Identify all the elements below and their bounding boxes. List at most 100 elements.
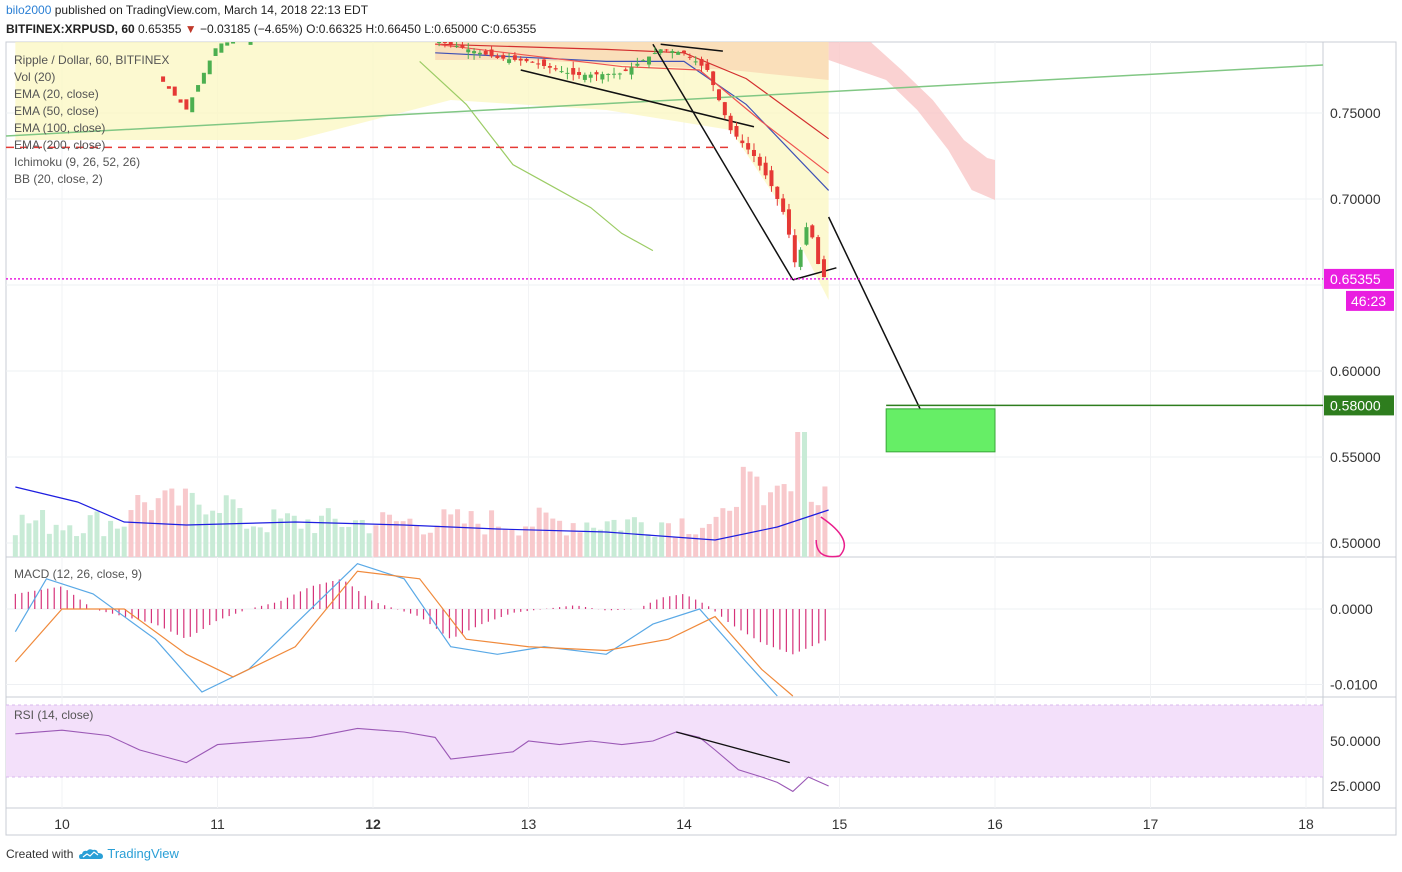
volume-bar [284,513,290,557]
volume-bar [815,505,821,557]
candle-body [231,42,236,44]
last-price: 0.65355 [138,22,182,36]
time-tick-label: 15 [832,816,848,832]
rsi-tick-label: 25.0000 [1330,778,1381,794]
candle-body [201,72,206,84]
chikou-span-line [419,60,654,252]
candle-body [577,72,582,76]
candle-body [664,49,669,51]
candle-body [213,48,218,56]
main-legend: Ripple / Dollar, 60, BITFINEX Vol (20) E… [14,52,169,188]
candle-body [553,68,558,70]
candle-body [501,55,506,59]
volume-bar [176,505,182,557]
rsi-legend[interactable]: RSI (14, close) [14,708,94,722]
black-channel-line [520,69,755,128]
volume-bar [237,508,243,557]
volume-bar [550,518,556,557]
price-levels [6,146,1323,453]
macd-tick-label: 0.0000 [1330,601,1373,617]
volume-bar [278,518,284,557]
volume-bar [434,525,440,557]
volume-bar [80,533,86,557]
volume-bar [699,527,705,557]
price-tick-label: 0.50000 [1330,535,1381,551]
candle-body [495,55,500,58]
time-tick-label: 13 [521,816,537,832]
volume-bar [325,508,331,557]
high-value: H:0.66450 [365,22,421,36]
green-trendline [5,64,1324,137]
price-tick-label: 0.70000 [1330,191,1381,207]
candle-body [524,58,529,62]
legend-item[interactable]: Vol (20) [14,70,56,84]
main-legend-title[interactable]: Ripple / Dollar, 60, BITFINEX [14,53,170,67]
macd-signal-line [14,570,794,697]
candle-body [676,51,681,55]
volume-bar [33,520,39,557]
symbol-label: BITFINEX:XRPUSD, 60 [6,22,135,36]
current-price-badge [1324,268,1394,289]
volume-bar [523,526,529,557]
candle-body [810,225,815,238]
candle-body [530,61,535,63]
macd-tick-label: -0.0100 [1330,677,1378,693]
legend-item[interactable]: EMA (50, close) [14,104,99,118]
low-value: L:0.65000 [424,22,478,36]
candle-body [740,140,745,144]
volume-bar [516,535,522,557]
candle-body [442,42,447,43]
candle-body [816,237,821,264]
volume-bar [203,514,209,557]
volume-bar [230,499,236,557]
volume-bar [87,515,93,557]
candle-body [641,60,646,62]
time-tick-label: 11 [210,816,225,832]
volume-bar [489,510,495,557]
volume-bar [448,514,454,557]
legend-item[interactable]: EMA (20, close) [14,87,99,101]
ema-20-line [435,43,829,174]
volume-bar [625,519,631,557]
volume-bar [353,520,359,557]
volume-bar [733,506,739,557]
volume-bar [802,432,808,557]
candle-body [518,58,523,61]
volume-bar [421,534,427,557]
volume-bar [121,526,127,557]
macd-legend[interactable]: MACD (12, 26, close, 9) [14,567,143,581]
candle-body [477,52,482,55]
macd-line [14,563,778,697]
candle-body [647,56,652,65]
candle-body [454,45,459,47]
candle-body [489,49,494,57]
candle-body [161,76,166,82]
candle-body [658,49,663,54]
candle-body [781,198,786,212]
volume-bar [128,510,134,557]
author-link[interactable]: bilo2000 [6,3,52,17]
volume-bar [40,509,46,557]
volume-bar [570,523,576,557]
publish-header: bilo2000 published on TradingView.com, M… [6,3,368,18]
volume-bar [638,522,644,557]
volume-bar [305,519,311,557]
volume-bar [774,485,780,557]
volume-bar [101,536,107,557]
time-tick-label: 12 [365,816,381,832]
tradingview-link[interactable]: TradingView [79,846,179,861]
legend-item[interactable]: BB (20, close, 2) [14,172,103,186]
current-price-label: 0.65355 [1330,271,1381,287]
legend-item[interactable]: EMA (100, close) [14,121,106,135]
volume-bar [114,528,120,557]
volume-bars [12,432,845,558]
candle-body [582,74,587,80]
volume-bar [495,526,501,557]
legend-item[interactable]: Ichimoku (9, 26, 52, 26) [14,155,141,169]
tradingview-cloud-icon [79,848,104,859]
legend-item[interactable]: EMA (200, close) [14,138,106,152]
volume-bar [720,508,726,557]
candle-body [728,115,733,131]
candle-body [166,86,171,89]
